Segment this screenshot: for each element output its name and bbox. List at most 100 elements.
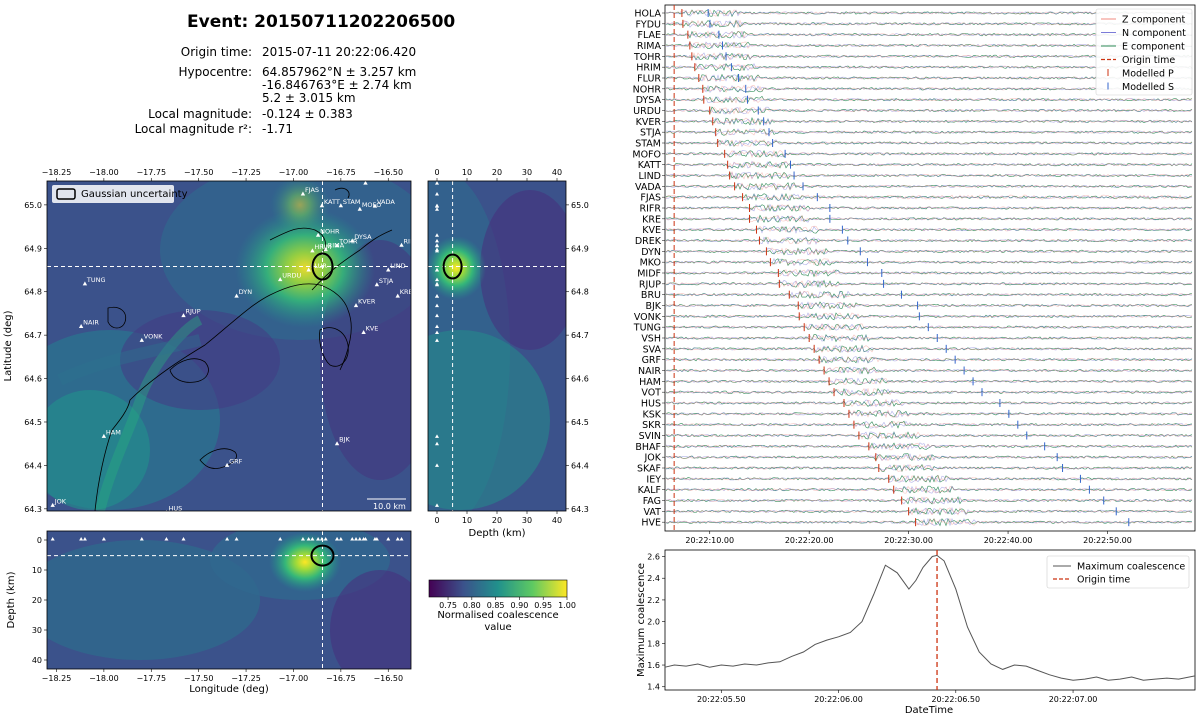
chart-y-tick-label: 2.6 [647, 553, 660, 562]
station-marker-icon [306, 267, 311, 272]
waveform-trace-n [665, 203, 1193, 212]
lat-tick-label-left: 64.3 [24, 505, 42, 514]
waveform-trace-z [665, 323, 1193, 332]
chart-y-tick-label: 2.2 [647, 596, 660, 605]
station-marker-icon [361, 330, 366, 335]
station-lon-marker-icon [225, 537, 230, 541]
waveform-station-label: KVE [642, 225, 661, 236]
waveform-time-tick-label: 20:22:30.00 [884, 536, 933, 545]
waveform-legend-box [1095, 8, 1193, 96]
waveform-station-label: KSK [643, 409, 662, 420]
station-marker-icon [101, 433, 107, 438]
station-lon-marker-icon [278, 537, 283, 541]
waveform-legend-label: E component [1122, 42, 1185, 53]
lon-depth-tick-label: 40 [32, 656, 42, 665]
waveform-station-label: SVIN [639, 431, 661, 442]
lon-tick-label-bottom: −17.00 [279, 674, 309, 683]
waveform-station-label: KVER [636, 117, 662, 128]
waveform-trace-z [665, 496, 1193, 505]
station-marker-icon [300, 191, 306, 196]
lon-tick-label-bottom: −17.75 [136, 674, 166, 683]
local-magnitude-value: -0.124 ± 0.383 [262, 107, 353, 121]
local-magnitude-r2-label: Local magnitude r²: [134, 122, 252, 136]
lon-depth-uncertainty-ellipse [310, 544, 335, 567]
station-lon-marker-icon [101, 537, 106, 541]
station-marker-icon [139, 337, 144, 342]
waveform-trace-z [665, 149, 1193, 159]
station-depth-marker-icon [435, 463, 439, 467]
waveform-trace-z [665, 301, 1193, 310]
waveform-trace-n [665, 453, 1193, 462]
lon-tick-label-top: −16.50 [373, 168, 403, 177]
waveform-time-tick-label: 20:22:40.00 [984, 536, 1033, 545]
station-depth-marker-icon [435, 434, 439, 438]
waveform-trace-z [665, 269, 1193, 278]
station-label: FLUR [311, 262, 328, 270]
station-marker-icon [224, 462, 230, 467]
waveform-station-label: RJUP [639, 279, 661, 290]
depth-tick-label-bottom: 0 [434, 516, 439, 525]
waveform-station-label: NAIR [638, 366, 661, 377]
chart-x-tick-label: 20:22:05.50 [697, 695, 746, 704]
lat-tick-label-right: 65.0 [571, 201, 589, 210]
waveform-station-label: TOHR [633, 52, 661, 63]
station-marker-icon [395, 293, 400, 298]
lon-tick-label-bottom: −16.75 [326, 674, 356, 683]
station-label: NOHR [320, 227, 340, 235]
waveform-trace-z [665, 182, 1193, 191]
waveform-legend-label: Modelled S [1122, 82, 1174, 93]
colorbar-tick-label: 0.85 [487, 601, 505, 610]
station-lon-marker-icon [354, 537, 359, 541]
gaussian-legend-swatch [56, 188, 76, 200]
colorbar-tick-label: 0.80 [463, 601, 481, 610]
event-title: Event: 20150711202206500 [187, 12, 456, 32]
station-marker-icon [234, 293, 239, 298]
station-marker-icon [334, 441, 340, 446]
colorbar-tick-label: 0.75 [439, 601, 457, 610]
station-lon-marker-icon [386, 537, 391, 541]
waveform-station-label: TUNG [633, 323, 661, 334]
station-label: HAM [106, 428, 121, 436]
lat-tick-label-left: 64.4 [24, 461, 42, 470]
longitude-depth-field [47, 531, 411, 669]
waveform-station-label: HUS [641, 399, 661, 410]
lat-tick-label-left: 64.6 [24, 375, 42, 384]
waveform-station-label: IEY [646, 474, 661, 485]
waveform-station-label: DYSA [636, 95, 662, 106]
waveform-trace-z [665, 366, 1193, 374]
station-marker-icon [357, 206, 363, 211]
waveform-trace-n [665, 410, 1193, 418]
hypocentre-depth-value: 5.2 ± 3.015 km [262, 91, 356, 105]
station-lon-marker-icon [399, 537, 404, 541]
waveform-station-label: FLAE [638, 30, 661, 41]
waveform-station-label: LIND [638, 171, 661, 182]
station-lon-marker-icon [361, 537, 366, 541]
waveform-trace-z [665, 464, 1193, 472]
station-depth-marker-icon [435, 330, 439, 335]
lon-tick-label-bottom: −17.25 [231, 674, 261, 683]
chart-y-tick-label: 1.4 [647, 683, 660, 692]
depth-tick-label-bottom: 40 [552, 516, 562, 525]
station-marker-icon [310, 248, 315, 253]
waveform-trace-z [665, 431, 1193, 440]
waveform-station-label: MKO [640, 258, 661, 269]
waveform-trace-n [665, 398, 1193, 408]
station-label: NAIR [83, 318, 99, 326]
station-depth-marker-icon [435, 313, 439, 318]
waveform-station-label: HAM [639, 377, 661, 388]
station-label: STJA [379, 277, 394, 285]
lat-tick-label-right: 64.3 [571, 505, 589, 514]
colorbar-tick-label: 1.00 [558, 601, 576, 610]
waveform-station-label: BHAF [635, 442, 661, 453]
station-depth-marker-icon [435, 281, 439, 286]
waveform-trace-z [665, 334, 1193, 342]
waveform-trace-e [665, 247, 1193, 256]
local-magnitude-label: Local magnitude: [148, 107, 252, 121]
waveform-trace-z [665, 398, 1193, 407]
waveform-station-label: FAG [643, 496, 661, 507]
station-depth-marker-icon [435, 338, 439, 342]
lat-tick-label-right: 64.7 [571, 331, 589, 340]
waveform-trace-z [665, 442, 1193, 451]
station-marker-icon [372, 203, 378, 208]
waveform-trace-z [665, 247, 1193, 256]
